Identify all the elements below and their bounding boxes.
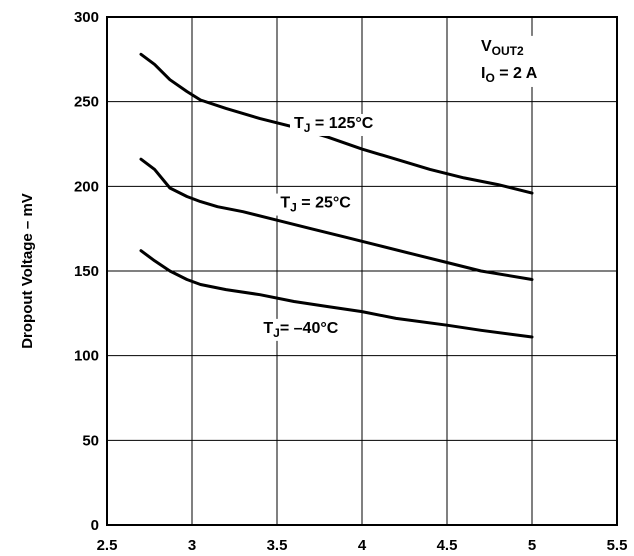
series-label-background (259, 318, 343, 341)
condition-line-1: VOUT2 (481, 38, 524, 58)
grid (107, 17, 617, 525)
series-label-main: T (280, 195, 290, 212)
series-label-background (290, 113, 378, 136)
y-tick-label: 300 (74, 9, 99, 26)
series-line-1 (139, 157, 534, 281)
y-tick-label: 0 (91, 517, 99, 534)
series-line-2 (139, 249, 534, 339)
series-label-rest: = 25°C (297, 195, 351, 212)
series-label-main: T (294, 115, 304, 132)
condition-line-2: IO = 2 A (481, 65, 538, 85)
condition-background (477, 35, 542, 87)
series-label-sub: J (290, 201, 297, 215)
y-tick-label: 50 (82, 432, 99, 449)
series-label-sub: J (273, 326, 280, 340)
condition-io-sub: O (485, 71, 494, 85)
y-axis-label: Dropout Voltage – mV (19, 193, 36, 349)
series-label-rest: = –40°C (280, 320, 339, 337)
series-label-sub: J (304, 121, 311, 135)
series-label-rest: = 125°C (310, 115, 373, 132)
condition-vout-main: V (481, 38, 492, 55)
x-tick-label: 5.5 (607, 537, 628, 554)
series-label-2: TJ= –40°C (263, 320, 338, 340)
y-axis-ticks: 0 50 100 150 200 250 300 (74, 9, 99, 534)
y-tick-label: 250 (74, 94, 99, 111)
plot-frame (106, 16, 618, 526)
condition-io-main: I (481, 65, 485, 82)
series-label-background (276, 193, 356, 216)
condition-vout-sub: OUT2 (492, 44, 524, 58)
y-tick-label: 100 (74, 348, 99, 365)
condition-io-rest: = 2 A (495, 65, 538, 82)
x-tick-label: 5 (528, 537, 536, 554)
y-tick-label: 150 (74, 263, 99, 280)
series-label-0: TJ = 125°C (294, 115, 374, 135)
test-condition: VOUT2 IO = 2 A (477, 35, 542, 87)
series-label-main: T (263, 320, 273, 337)
x-tick-label: 2.5 (97, 537, 118, 554)
x-tick-label: 4.5 (437, 537, 458, 554)
x-tick-label: 3 (188, 537, 196, 554)
series-label-1: TJ = 25°C (280, 195, 351, 215)
series-labels: TJ = 125°CTJ = 25°CTJ= –40°C (259, 113, 378, 341)
x-tick-label: 4 (358, 537, 367, 554)
y-tick-label: 200 (74, 178, 99, 195)
x-axis-ticks: 2.5 3 3.5 4 4.5 5 5.5 (97, 537, 628, 554)
x-tick-label: 3.5 (267, 537, 288, 554)
